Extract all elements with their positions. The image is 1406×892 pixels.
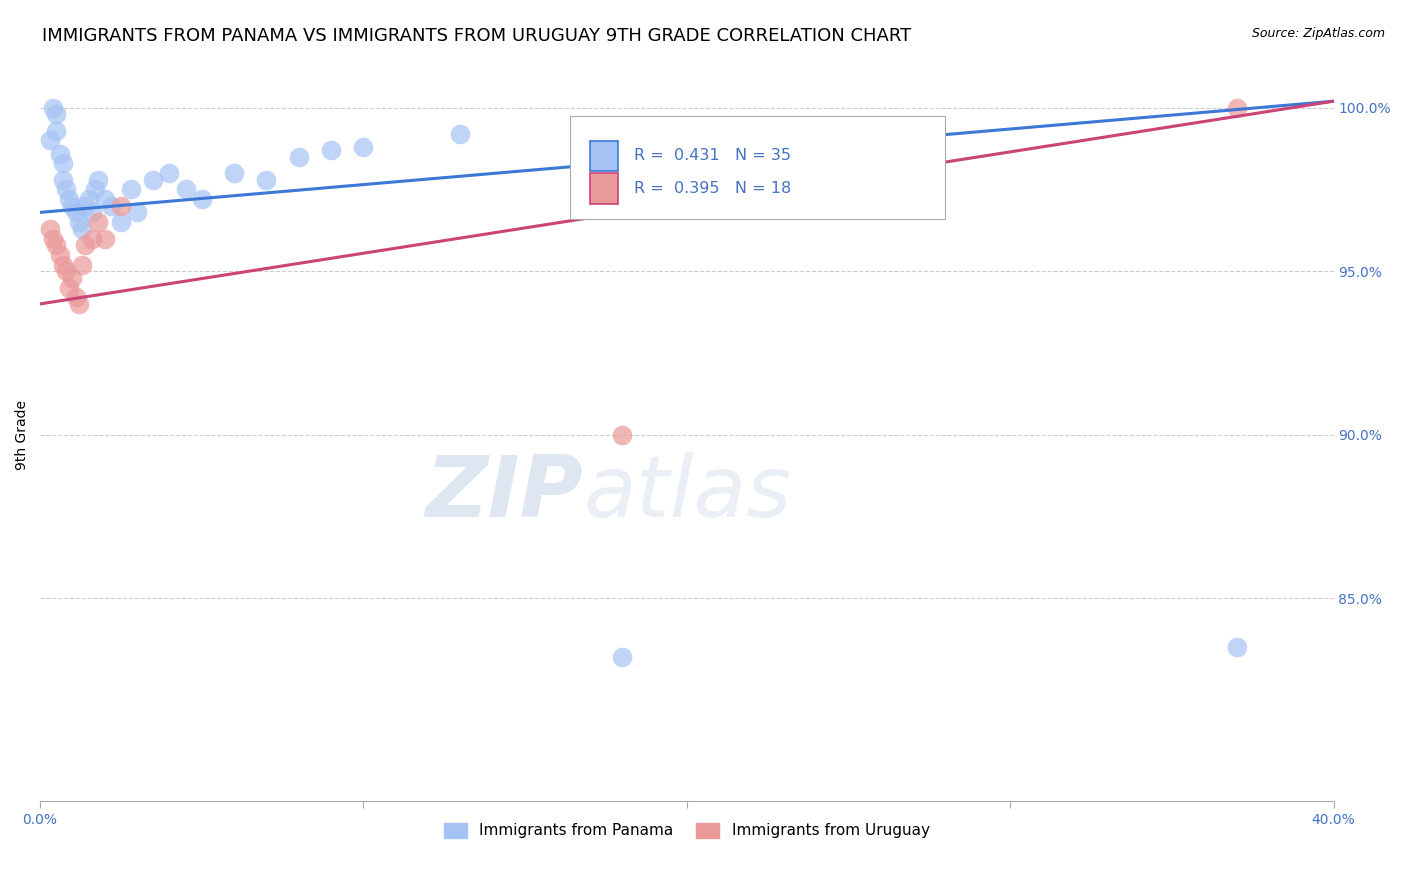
Point <box>110 199 132 213</box>
Point <box>67 297 90 311</box>
Point <box>191 192 214 206</box>
Point <box>127 205 149 219</box>
Y-axis label: 9th Grade: 9th Grade <box>15 400 30 470</box>
Point <box>45 107 67 121</box>
Point <box>52 156 75 170</box>
Point <box>48 248 70 262</box>
Point <box>67 215 90 229</box>
Point <box>55 182 77 196</box>
Point <box>110 215 132 229</box>
Point <box>45 238 67 252</box>
Point <box>48 146 70 161</box>
Point <box>94 192 117 206</box>
Point <box>80 205 103 219</box>
Text: R =  0.431   N = 35: R = 0.431 N = 35 <box>634 148 790 163</box>
Point <box>288 150 311 164</box>
Point <box>120 182 142 196</box>
Text: atlas: atlas <box>583 451 792 535</box>
Legend: Immigrants from Panama, Immigrants from Uruguay: Immigrants from Panama, Immigrants from … <box>439 817 935 845</box>
Point <box>55 264 77 278</box>
Point <box>84 182 107 196</box>
Point <box>62 270 84 285</box>
Point <box>58 280 80 294</box>
FancyBboxPatch shape <box>571 116 945 219</box>
Text: Source: ZipAtlas.com: Source: ZipAtlas.com <box>1251 27 1385 40</box>
Bar <box>589 141 619 171</box>
Point <box>100 199 122 213</box>
Point <box>75 238 97 252</box>
Point <box>224 166 246 180</box>
Point <box>321 143 343 157</box>
Point <box>174 182 197 196</box>
Text: R =  0.395   N = 18: R = 0.395 N = 18 <box>634 181 792 196</box>
Point <box>65 205 87 219</box>
Point <box>142 172 165 186</box>
Point <box>38 221 60 235</box>
Point <box>1225 640 1247 655</box>
Point <box>52 172 75 186</box>
Point <box>450 127 472 141</box>
Bar <box>589 173 619 203</box>
Point <box>353 140 375 154</box>
Point <box>80 231 103 245</box>
Point <box>70 258 93 272</box>
Text: ZIP: ZIP <box>426 451 583 535</box>
Point <box>42 101 65 115</box>
Point <box>70 221 93 235</box>
Point <box>42 231 65 245</box>
Point <box>75 199 97 213</box>
Point <box>65 290 87 304</box>
Point <box>58 192 80 206</box>
Point <box>77 192 100 206</box>
Point <box>94 231 117 245</box>
Point <box>45 123 67 137</box>
Point <box>87 172 110 186</box>
Point <box>87 215 110 229</box>
Point <box>256 172 278 186</box>
Point <box>610 650 633 665</box>
Point <box>610 427 633 442</box>
Point <box>52 258 75 272</box>
Point <box>1225 101 1247 115</box>
Text: IMMIGRANTS FROM PANAMA VS IMMIGRANTS FROM URUGUAY 9TH GRADE CORRELATION CHART: IMMIGRANTS FROM PANAMA VS IMMIGRANTS FRO… <box>42 27 911 45</box>
Point <box>38 133 60 147</box>
Point <box>159 166 181 180</box>
Point <box>62 199 84 213</box>
